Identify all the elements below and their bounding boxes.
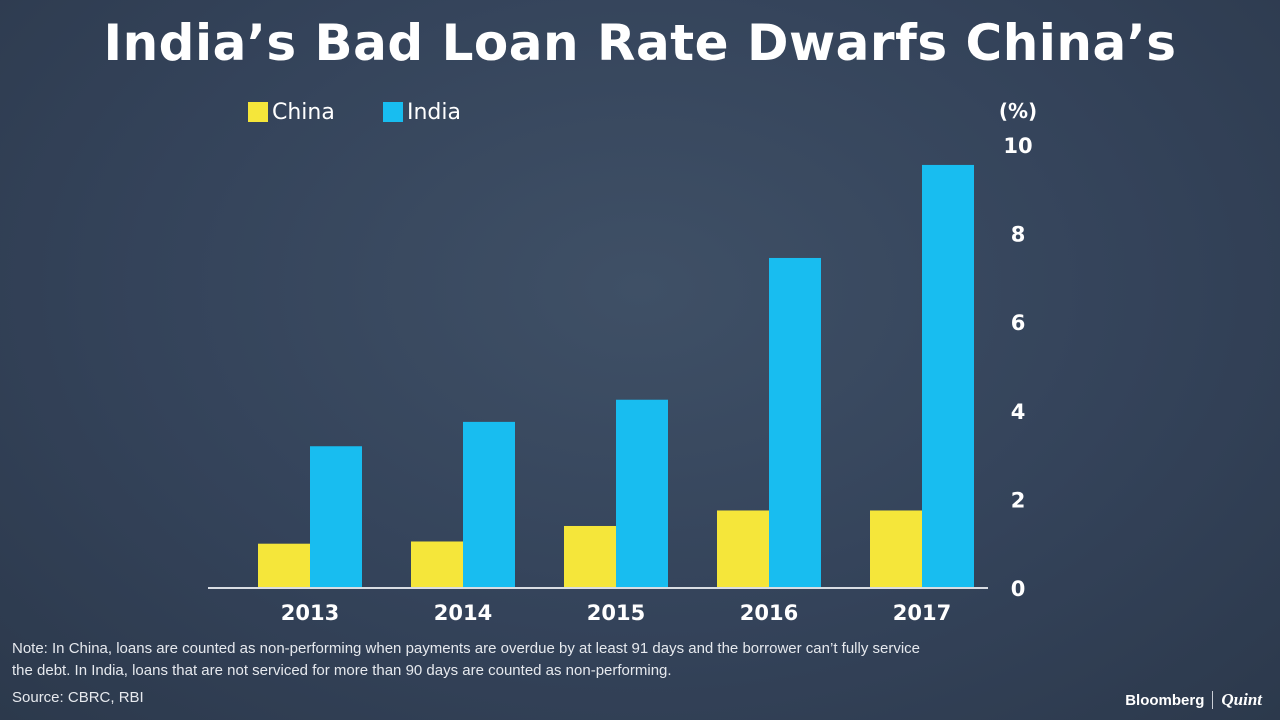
bar-india-2015 xyxy=(616,399,668,588)
legend-swatch-india xyxy=(383,102,403,122)
x-tick-label-2014: 2014 xyxy=(434,601,492,625)
y-tick-label-8: 8 xyxy=(1011,223,1026,247)
brand-primary: Bloomberg xyxy=(1125,691,1205,709)
x-tick-label-2013: 2013 xyxy=(281,601,339,625)
y-tick-label-6: 6 xyxy=(1011,311,1026,335)
y-tick-label-10: 10 xyxy=(1003,134,1032,158)
x-tick-label-2017: 2017 xyxy=(893,601,951,625)
bar-india-2016 xyxy=(769,257,821,588)
y-axis-unit: (%) xyxy=(999,99,1037,123)
y-tick-label-2: 2 xyxy=(1011,488,1026,512)
bar-india-2014 xyxy=(463,421,515,588)
brand-secondary: Quint xyxy=(1221,690,1262,709)
bars: 2013 2014 2015 2016 2017 xyxy=(258,164,974,625)
bar-india-2017 xyxy=(922,164,974,588)
x-tick-label-2016: 2016 xyxy=(740,601,798,625)
bar-china-2014 xyxy=(411,541,463,588)
bar-china-2017 xyxy=(870,510,922,588)
legend-label-india: India xyxy=(407,100,461,125)
bar-india-2013 xyxy=(310,446,362,588)
axes: 0 2 4 6 8 10 (%) xyxy=(208,99,1037,601)
legend-label-china: China xyxy=(272,100,335,125)
note-line-1: Note: In China, loans are counted as non… xyxy=(12,640,921,657)
y-tick-label-4: 4 xyxy=(1011,400,1026,424)
brand-logo: Bloomberg Quint xyxy=(1125,690,1262,710)
y-tick-label-0: 0 xyxy=(1011,577,1026,601)
bar-china-2015 xyxy=(564,525,616,588)
brand-divider xyxy=(1212,691,1214,709)
chart-title: India’s Bad Loan Rate Dwarfs China’s xyxy=(103,14,1177,72)
legend: China India xyxy=(248,100,461,125)
source-text: Source: CBRC, RBI xyxy=(12,689,144,706)
chart-note: Note: In China, loans are counted as non… xyxy=(12,638,1172,682)
legend-swatch-china xyxy=(248,102,268,122)
bar-china-2016 xyxy=(717,510,769,588)
bar-china-2013 xyxy=(258,543,310,588)
note-line-2: the debt. In India, loans that are not s… xyxy=(12,662,672,679)
x-tick-label-2015: 2015 xyxy=(587,601,645,625)
